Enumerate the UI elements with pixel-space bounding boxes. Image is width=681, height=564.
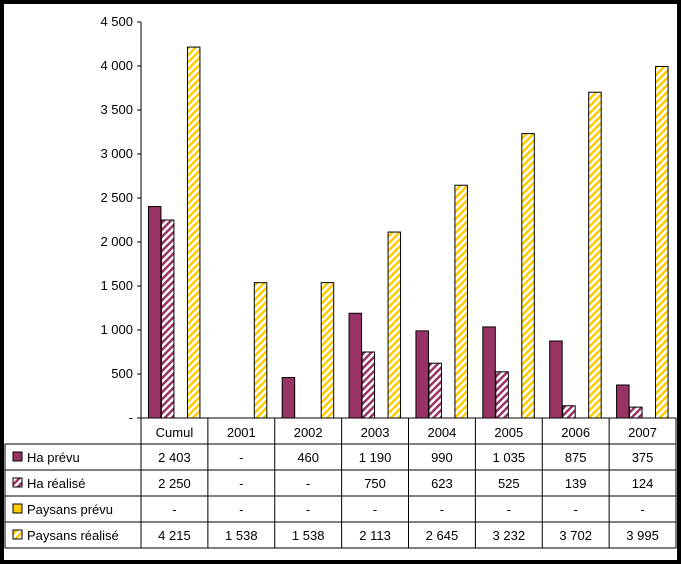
bar (281, 377, 296, 419)
data-table: Cumul 2001 2002 2003 2004 2005 2006 2007 Ha prév… (4, 417, 677, 549)
bar (160, 219, 175, 419)
legend-key (12, 503, 23, 514)
bar (428, 362, 442, 419)
category-label: 2007 (628, 425, 657, 440)
legend-label: Ha réalisé (27, 476, 86, 491)
category-label: 2004 (427, 425, 456, 440)
bar (454, 184, 468, 419)
data-label: 139 (565, 476, 587, 491)
legend-label: Paysans réalisé (27, 528, 119, 543)
data-label: 623 (431, 476, 453, 491)
data-label: - (239, 502, 243, 517)
bar (147, 206, 162, 419)
data-label: 1 190 (359, 450, 392, 465)
bar (361, 351, 376, 419)
legend-key (12, 529, 23, 540)
data-label: - (640, 502, 644, 517)
bar (495, 371, 509, 419)
data-label: 1 035 (493, 450, 526, 465)
data-label: 460 (297, 450, 319, 465)
bar (549, 340, 563, 419)
y-tick-label: 3 000 (100, 146, 133, 161)
data-label: 2 250 (158, 476, 191, 491)
data-label: - (239, 476, 243, 491)
data-label: 525 (498, 476, 520, 491)
y-tick-label: - (129, 410, 133, 425)
bar (521, 133, 535, 419)
category-label: 2006 (561, 425, 590, 440)
data-label: 2 403 (158, 450, 191, 465)
category-label: 2001 (227, 425, 256, 440)
data-label: - (507, 502, 511, 517)
legend-key (12, 477, 23, 488)
bars (147, 46, 669, 419)
data-label: 750 (364, 476, 386, 491)
y-tick-label: 1 500 (100, 278, 133, 293)
data-label: 1 538 (225, 528, 258, 543)
data-label: - (172, 502, 176, 517)
chart-area: - 500 1 000 1 500 2 000 2 500 3 000 3 500 4 000 4… (4, 4, 677, 560)
y-tick-label: 4 000 (100, 58, 133, 73)
bar (482, 326, 496, 419)
y-tick-label: 3 500 (100, 102, 133, 117)
legend-key (12, 451, 23, 462)
y-tick-label: 4 500 (100, 14, 133, 29)
y-tick-label: 500 (111, 366, 133, 381)
y-axis: - 500 1 000 1 500 2 000 2 500 3 000 3 500 4 000 4… (100, 14, 142, 425)
data-label: 1 538 (292, 528, 325, 543)
category-label: 2005 (494, 425, 523, 440)
category-label: 2003 (361, 425, 390, 440)
data-label: 3 995 (626, 528, 659, 543)
data-label: 875 (565, 450, 587, 465)
data-label: 990 (431, 450, 453, 465)
bar (616, 384, 630, 419)
data-label: - (306, 476, 310, 491)
data-label: - (440, 502, 444, 517)
data-label: 3 232 (493, 528, 526, 543)
bar (186, 46, 201, 419)
bar (348, 312, 363, 419)
bar-chart: - 500 1 000 1 500 2 000 2 500 3 000 3 500 4 000 4… (4, 14, 677, 549)
y-tick-label: 2 500 (100, 190, 133, 205)
data-label: - (306, 502, 310, 517)
data-label: 375 (632, 450, 654, 465)
bar (415, 330, 429, 419)
y-tick-label: 2 000 (100, 234, 133, 249)
data-label: 3 702 (559, 528, 592, 543)
bar (588, 91, 602, 419)
legend-label: Paysans prévu (27, 502, 113, 517)
data-label: 2 645 (426, 528, 459, 543)
bar (655, 65, 669, 419)
bar (562, 405, 576, 419)
data-label: - (574, 502, 578, 517)
category-label: 2002 (294, 425, 323, 440)
data-label: 4 215 (158, 528, 191, 543)
data-label: - (373, 502, 377, 517)
data-label: - (239, 450, 243, 465)
legend-label: Ha prévu (27, 450, 80, 465)
bar (253, 282, 268, 419)
bar (387, 231, 402, 419)
y-tick-label: 1 000 (100, 322, 133, 337)
data-label: 124 (632, 476, 654, 491)
data-label: 2 113 (359, 528, 391, 543)
category-label: Cumul (156, 425, 194, 440)
bar (629, 406, 643, 419)
bar (320, 282, 335, 419)
